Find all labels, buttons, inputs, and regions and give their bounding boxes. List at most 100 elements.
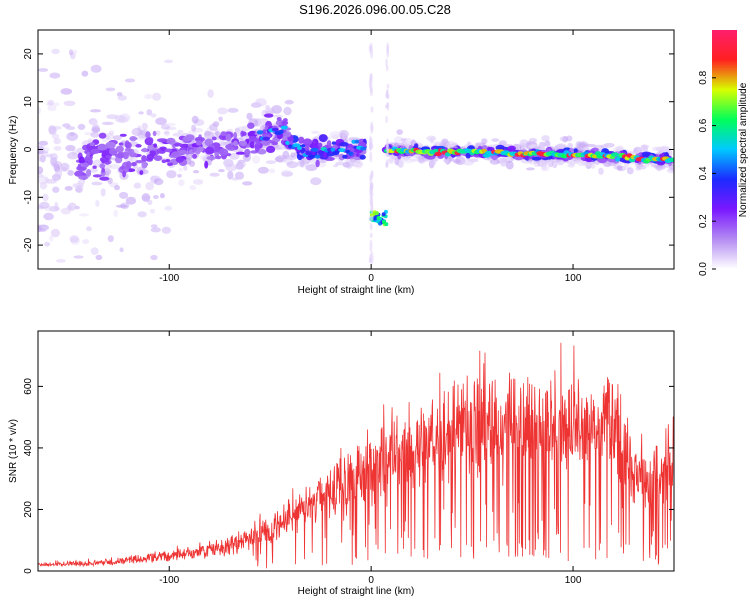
spectrogram-blob [113, 209, 118, 218]
spectrogram-blob [38, 224, 47, 228]
spectrogram-blob [345, 160, 353, 169]
spectrogram-blob [356, 153, 360, 157]
spectrogram-blob [164, 122, 176, 127]
spectrogram-blob [370, 215, 374, 221]
spectrogram-blob [109, 164, 121, 170]
spectrogram-blob [78, 175, 89, 180]
spectrogram-blob [229, 152, 240, 160]
spectrogram-blob [255, 98, 267, 107]
spectrogram-blob [341, 130, 346, 140]
spectrogram-blob [453, 158, 461, 164]
spectrogram-blob [434, 141, 440, 146]
spectrogram-blob [227, 170, 234, 180]
spectrogram-blob [332, 151, 340, 155]
spectrogram-blob [574, 159, 585, 163]
spectrogram-blob [141, 122, 148, 131]
spectrogram-blob [109, 148, 118, 156]
spectrogram-blob [434, 151, 443, 157]
spectrogram-blob [242, 181, 253, 186]
spectrogram-blob [38, 168, 43, 172]
spectrogram-blob [141, 147, 148, 153]
spectrogram-blob [268, 168, 276, 174]
spectrogram-blob [368, 257, 372, 264]
spectrogram-blob [369, 87, 373, 97]
spectrogram-blob [562, 136, 568, 143]
spectrogram-blob [95, 254, 103, 261]
spectrogram-blob [235, 171, 244, 180]
spectrogram-blob [567, 163, 575, 168]
spectrogram-y-ticks: -20 -10 0 10 20 [23, 48, 674, 252]
spectrogram-blob [189, 185, 197, 191]
spectrogram-blob [528, 137, 538, 143]
spectrogram-blob [385, 115, 388, 124]
spectrogram-blob [262, 129, 267, 135]
y-tick-label: 600 [23, 378, 34, 395]
spectrogram-blob [310, 142, 319, 150]
spectrogram-blob [393, 136, 404, 145]
spectrogram-blob [49, 72, 61, 79]
spectrogram-blob [218, 148, 229, 156]
spectrogram-blob [125, 161, 132, 169]
spectrogram-blob [241, 131, 247, 136]
x-tick-label: 0 [368, 575, 374, 586]
y-tick-label: 200 [23, 501, 34, 518]
spectrogram-blob [60, 88, 73, 95]
colorbar: 0.0 0.2 0.4 0.6 0.8 Normalized spectral ampl… [698, 30, 749, 276]
spectrogram-blob [77, 179, 86, 185]
snr-frame [37, 330, 675, 572]
spectrogram-blob [38, 68, 49, 72]
spectrogram-blob [339, 142, 349, 147]
spectrogram-blob [225, 144, 234, 150]
spectrogram-blob [660, 146, 670, 153]
spectrogram-blob [225, 163, 237, 172]
spectrogram-blob [54, 201, 59, 211]
spectrogram-blob [273, 114, 283, 118]
spectrogram-blob [369, 141, 373, 149]
colorbar-tick-label: 0.2 [698, 214, 709, 228]
spectrogram-blob [381, 220, 386, 224]
spectrogram-blob [78, 156, 85, 164]
spectrogram-blob [86, 226, 92, 232]
spectrogram-blob [52, 102, 60, 107]
spectrogram-blob [155, 130, 161, 136]
spectrogram-blob [386, 83, 390, 90]
snr-ylabel: SNR (10 * v/v) [8, 419, 19, 483]
spectrogram-blob [206, 156, 217, 160]
spectrogram-blob [584, 143, 597, 148]
spectrogram-blob [49, 153, 58, 161]
spectrogram-blob [152, 130, 157, 137]
spectrogram-blob [498, 140, 507, 146]
spectrogram-blob [299, 159, 305, 168]
spectrogram-blob [135, 144, 142, 148]
y-tick-label: 10 [23, 96, 34, 108]
spectrogram-blob [369, 174, 373, 182]
spectrogram-blob [505, 160, 514, 170]
spectrogram-blob [150, 224, 158, 228]
spectrogram-blob [193, 170, 200, 174]
spectrogram-blob [66, 132, 79, 141]
spectrogram-blob [122, 170, 126, 178]
spectrogram-blob [182, 136, 192, 142]
spectrogram-blob [283, 106, 292, 116]
spectrogram-blob [153, 195, 159, 199]
spectrogram-blob [47, 105, 57, 112]
spectrogram-blob [414, 143, 419, 149]
spectrogram-blob [669, 157, 674, 162]
spectrogram-blob [90, 120, 98, 127]
spectrogram-blob [55, 169, 63, 178]
spectrogram-blob [91, 124, 100, 133]
spectrogram-blob [101, 148, 112, 156]
spectrogram-blob [369, 222, 373, 231]
spectrogram-blob [90, 247, 99, 256]
x-tick-label: 0 [368, 273, 374, 284]
spectrogram-blob [429, 137, 435, 144]
spectrogram-blob [359, 154, 366, 160]
spectrogram-blob [145, 181, 155, 191]
spectrogram-blob [249, 141, 255, 149]
spectrogram-blob [435, 145, 446, 149]
spectrogram-blob [89, 109, 102, 113]
spectrogram-blob [540, 165, 550, 172]
y-tick-label: -10 [23, 190, 34, 205]
spectrogram-blobs [38, 42, 674, 265]
spectrogram-blob [44, 241, 51, 247]
